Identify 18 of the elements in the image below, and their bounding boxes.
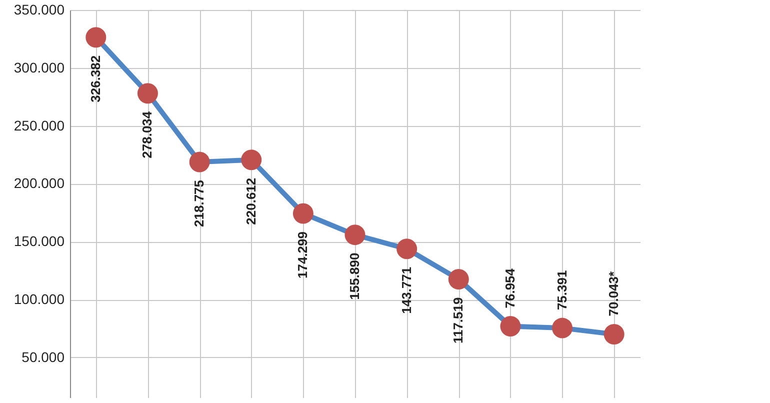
data-label: 174.299 bbox=[295, 232, 310, 278]
y-tick-label: 100.000 bbox=[14, 291, 65, 308]
data-label: 143.771 bbox=[398, 266, 414, 314]
y-tick-label: 50.000 bbox=[22, 348, 65, 365]
data-label: 218.775 bbox=[192, 180, 207, 227]
data-label: 326.382 bbox=[88, 55, 103, 102]
y-tick-label: 150.000 bbox=[14, 233, 65, 250]
y-tick-label: 200.000 bbox=[14, 175, 65, 192]
data-label: 220.612 bbox=[243, 178, 258, 225]
data-label: 76.954 bbox=[502, 268, 518, 308]
data-label: 70.043* bbox=[606, 270, 622, 316]
data-label: 278.034 bbox=[140, 110, 155, 158]
y-tick-label: 300.000 bbox=[14, 59, 65, 76]
data-label: 155.890 bbox=[347, 252, 362, 300]
data-label: 75.391 bbox=[554, 270, 570, 310]
data-label: 117.519 bbox=[450, 297, 466, 344]
y-tick-label: 250.000 bbox=[14, 117, 65, 134]
y-tick-label: 350.000 bbox=[14, 2, 65, 18]
